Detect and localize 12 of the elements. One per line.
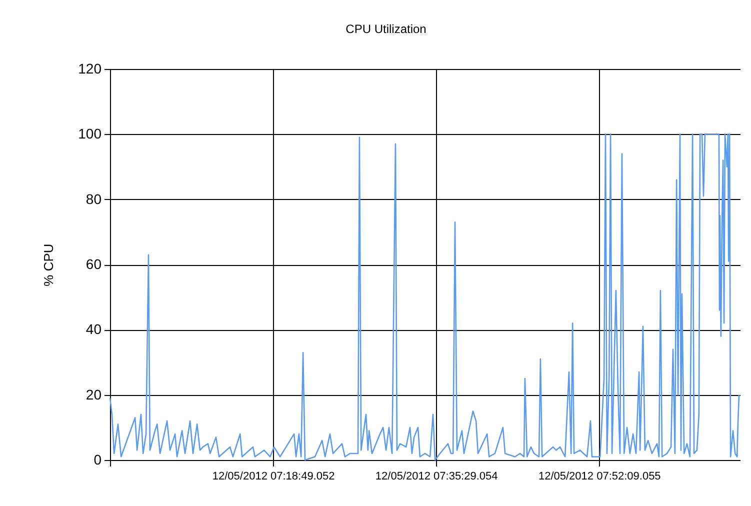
- x-tick-label: 12/05/2012 07:52:09.055: [538, 470, 661, 482]
- y-tick-label: 120: [78, 60, 102, 76]
- y-tick-label: 60: [86, 256, 102, 272]
- y-tick-label: 80: [86, 190, 102, 207]
- chart-title: CPU Utilization: [346, 22, 426, 36]
- y-tick-label: 20: [86, 386, 102, 402]
- x-tick-label: 12/05/2012 07:35:29.054: [375, 470, 498, 482]
- y-tick-label: 100: [78, 126, 102, 142]
- y-tick-label: 40: [86, 321, 102, 338]
- x-tick-label: 12/05/2012 07:18:49.052: [212, 470, 335, 482]
- y-tick-label: 0: [94, 452, 102, 468]
- y-axis-title: % CPU: [41, 244, 56, 286]
